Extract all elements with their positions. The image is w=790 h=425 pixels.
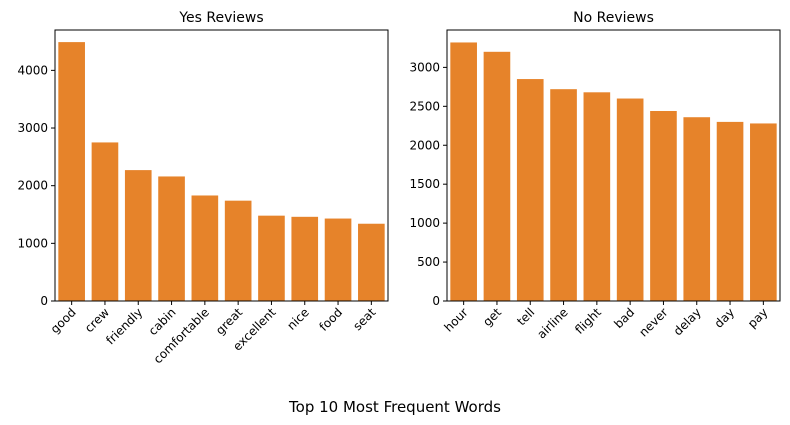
chart-title: Yes Reviews	[178, 10, 263, 26]
x-tick-label-seat: seat	[350, 305, 378, 333]
bar-cabin	[158, 176, 185, 301]
y-tick-label: 2500	[409, 99, 440, 113]
y-tick-label: 500	[417, 255, 440, 269]
y-tick-label: 1500	[409, 177, 440, 191]
bar-delay	[683, 117, 711, 302]
x-tick-label-get: get	[480, 305, 504, 329]
bar-food	[324, 218, 352, 301]
bar-flight	[583, 92, 611, 301]
x-tick-label-airline: airline	[534, 305, 570, 341]
y-tick-label: 0	[432, 294, 440, 308]
bar-nice	[291, 216, 319, 301]
x-tick-label-tell: tell	[514, 305, 537, 328]
bar-good	[58, 42, 85, 301]
bar-never	[650, 110, 677, 302]
x-tick-label-food: food	[317, 305, 346, 334]
bar-comfortable	[191, 195, 219, 301]
bar-day	[716, 121, 744, 301]
bar-airline	[550, 89, 577, 302]
bar-get	[483, 51, 511, 301]
bar-bad	[616, 98, 644, 301]
bar-friendly	[124, 170, 152, 301]
x-tick-label-flight: flight	[572, 305, 604, 337]
x-tick-label-friendly: friendly	[103, 305, 145, 347]
x-tick-label-bad: bad	[611, 305, 637, 331]
y-tick-label: 3000	[409, 60, 440, 74]
bar-hour	[450, 42, 477, 301]
x-tick-label-pay: pay	[745, 305, 771, 331]
x-tick-label-crew: crew	[82, 305, 112, 335]
y-tick-label: 3000	[17, 121, 48, 135]
axes-frame	[446, 29, 781, 302]
bar-pay	[750, 123, 777, 301]
x-tick-label-hour: hour	[441, 305, 470, 334]
chart-title: No Reviews	[573, 10, 654, 26]
figure-suptitle: Top 10 Most Frequent Words	[288, 398, 501, 416]
x-tick-label-delay: delay	[671, 305, 704, 338]
y-tick-label: 0	[40, 294, 48, 308]
bar-great	[224, 200, 252, 301]
x-tick-label-good: good	[48, 305, 79, 336]
axes-frame	[54, 29, 389, 302]
chart-no-reviews: 0 500 1000 1500 2000 2500 3000 hour get tellairli…	[409, 10, 781, 341]
y-tick-label: 2000	[409, 138, 440, 152]
bar-excellent	[258, 215, 285, 301]
bar-tell	[516, 79, 544, 301]
y-tick-label: 2000	[17, 179, 48, 193]
y-tick-label: 1000	[409, 216, 440, 230]
bar-crew	[91, 142, 119, 301]
bar-seat	[358, 223, 385, 301]
y-tick-label: 1000	[17, 236, 48, 250]
x-tick-label-never: never	[636, 305, 670, 339]
x-tick-label-nice: nice	[284, 305, 312, 333]
x-tick-label-day: day	[712, 305, 738, 331]
y-tick-label: 4000	[17, 63, 48, 77]
